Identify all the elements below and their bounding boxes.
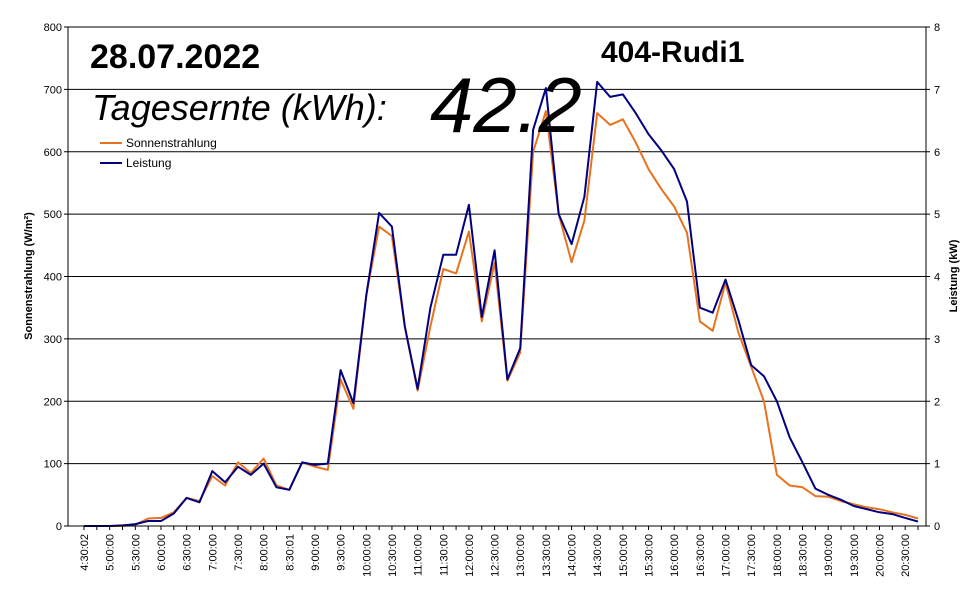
legend-label-leistung: Leistung xyxy=(126,156,171,170)
right-tick-label: 3 xyxy=(934,334,940,346)
right-tick-label: 7 xyxy=(934,84,940,96)
x-tick-label: 8:00:00 xyxy=(259,534,271,571)
right-axis-ticks: 0 1 2 3 4 5 6 7 8 xyxy=(926,22,940,533)
daily-yield-label: Tagesernte (kWh): xyxy=(92,87,387,128)
right-tick-label: 1 xyxy=(934,459,940,471)
series-line-leistung xyxy=(84,80,919,527)
left-tick-label: 0 xyxy=(56,521,62,533)
x-tick-label: 15:30:00 xyxy=(644,534,656,577)
x-tick-label: 14:30:00 xyxy=(592,534,604,577)
legend: Sonnenstrahlung Leistung xyxy=(100,136,217,170)
right-tick-label: 4 xyxy=(934,272,940,284)
x-tick-label: 13:00:00 xyxy=(515,534,527,577)
left-tick-label: 100 xyxy=(44,459,62,471)
x-axis-ticks: 4:30:02 5:00:00 5:30:00 6:00:00 6:30:00 7:00:… xyxy=(79,526,919,577)
x-tick-label: 11:00:00 xyxy=(413,534,425,576)
x-tick-label: 19:30:00 xyxy=(849,534,861,577)
legend-label-sonnenstrahlung: Sonnenstrahlung xyxy=(126,136,217,150)
x-tick-label: 13:30:00 xyxy=(541,534,553,577)
x-tick-label: 14:00:00 xyxy=(567,534,579,577)
station-title: 404-Rudi1 xyxy=(601,36,744,69)
x-tick-label: 5:00:00 xyxy=(105,534,117,571)
x-tick-label: 9:00:00 xyxy=(310,534,322,571)
right-tick-label: 8 xyxy=(934,22,940,34)
x-tick-label: 17:30:00 xyxy=(746,534,758,577)
x-tick-label: 8:30:01 xyxy=(284,534,296,571)
x-tick-label: 12:30:00 xyxy=(490,534,502,577)
left-tick-label: 500 xyxy=(44,209,62,221)
series-lines xyxy=(84,80,919,527)
left-axis-ticks: 0 100 200 300 400 500 600 700 800 xyxy=(44,22,68,533)
right-tick-label: 5 xyxy=(934,209,940,221)
right-tick-label: 6 xyxy=(934,147,940,159)
left-tick-label: 600 xyxy=(44,147,62,159)
right-axis-title: Leistung (kW) xyxy=(948,239,960,312)
x-tick-label: 10:00:00 xyxy=(361,534,373,577)
x-tick-label: 20:30:00 xyxy=(900,534,912,577)
x-tick-label: 16:30:00 xyxy=(695,534,707,577)
x-tick-label: 18:30:00 xyxy=(798,534,810,577)
x-tick-label: 6:00:00 xyxy=(156,534,168,571)
x-tick-label: 16:00:00 xyxy=(669,534,681,577)
left-axis-title: Sonnenstrahlung (W/m²) xyxy=(23,212,35,340)
left-tick-label: 800 xyxy=(44,22,62,34)
x-tick-label: 6:30:00 xyxy=(182,534,194,571)
x-tick-label: 19:00:00 xyxy=(823,534,835,577)
x-tick-label: 11:30:00 xyxy=(438,534,450,576)
x-tick-label: 5:30:00 xyxy=(130,534,142,571)
x-tick-label: 15:00:00 xyxy=(618,534,630,577)
left-tick-label: 300 xyxy=(44,334,62,346)
left-tick-label: 200 xyxy=(44,396,62,408)
x-tick-label: 9:30:00 xyxy=(336,534,348,571)
x-tick-label: 12:00:00 xyxy=(464,534,476,577)
x-tick-label: 18:00:00 xyxy=(772,534,784,577)
left-tick-label: 700 xyxy=(44,84,62,96)
x-tick-label: 20:00:00 xyxy=(875,534,887,577)
daily-yield-value: 42.2 xyxy=(430,61,582,149)
left-tick-label: 400 xyxy=(44,272,62,284)
right-tick-label: 0 xyxy=(934,521,940,533)
x-tick-label: 4:30:02 xyxy=(79,534,91,571)
x-tick-label: 7:30:00 xyxy=(233,534,245,571)
right-tick-label: 2 xyxy=(934,396,940,408)
date-title: 28.07.2022 xyxy=(90,38,260,76)
x-tick-label: 7:00:00 xyxy=(207,534,219,571)
x-tick-label: 10:30:00 xyxy=(387,534,399,577)
x-tick-label: 17:00:00 xyxy=(721,534,733,577)
